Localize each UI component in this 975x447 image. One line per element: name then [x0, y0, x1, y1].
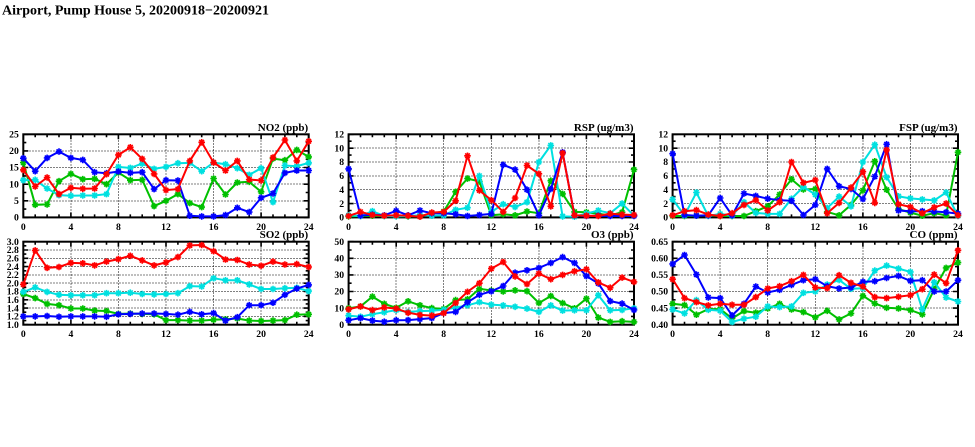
svg-text:8: 8 [441, 329, 446, 340]
svg-text:RSP (ug/m3): RSP (ug/m3) [574, 122, 634, 134]
svg-text:0: 0 [14, 213, 19, 224]
svg-text:4: 4 [663, 185, 668, 196]
svg-text:6: 6 [339, 171, 344, 182]
svg-text:20: 20 [256, 222, 266, 233]
svg-text:8: 8 [663, 157, 668, 168]
svg-text:20: 20 [9, 146, 19, 157]
svg-text:24: 24 [304, 222, 314, 233]
svg-text:Airport, Pump House 5, 2020091: Airport, Pump House 5, 20200918−20200921 [2, 4, 269, 19]
svg-text:40: 40 [334, 254, 344, 265]
svg-text:4: 4 [718, 222, 723, 233]
svg-text:0: 0 [670, 222, 675, 233]
svg-text:NO2 (ppb): NO2 (ppb) [258, 122, 309, 134]
svg-text:0: 0 [346, 329, 351, 340]
svg-text:0: 0 [346, 222, 351, 233]
svg-text:24: 24 [953, 222, 963, 233]
svg-text:16: 16 [209, 329, 219, 340]
svg-text:10: 10 [334, 303, 344, 314]
svg-text:4: 4 [718, 329, 723, 340]
svg-text:0: 0 [663, 213, 668, 224]
svg-text:2.2: 2.2 [7, 270, 19, 281]
svg-text:15: 15 [9, 163, 19, 174]
svg-text:2.6: 2.6 [7, 254, 19, 265]
svg-text:0.40: 0.40 [651, 320, 668, 331]
svg-text:2.0: 2.0 [7, 278, 19, 289]
svg-text:2: 2 [339, 199, 344, 210]
svg-text:0: 0 [339, 213, 344, 224]
svg-text:0.50: 0.50 [651, 287, 668, 298]
svg-text:16: 16 [858, 329, 868, 340]
svg-text:12: 12 [810, 329, 820, 340]
svg-text:10: 10 [9, 179, 19, 190]
svg-text:12: 12 [334, 130, 344, 141]
svg-text:8: 8 [116, 329, 121, 340]
svg-text:CO (ppm): CO (ppm) [910, 229, 958, 241]
svg-text:50: 50 [334, 237, 344, 248]
svg-text:1.8: 1.8 [7, 287, 19, 298]
svg-text:12: 12 [658, 130, 668, 141]
svg-text:8: 8 [339, 157, 344, 168]
svg-text:1.4: 1.4 [7, 303, 19, 314]
svg-text:4: 4 [394, 222, 399, 233]
svg-text:24: 24 [629, 222, 639, 233]
svg-text:0.65: 0.65 [651, 237, 668, 248]
svg-text:30: 30 [334, 270, 344, 281]
svg-text:12: 12 [810, 222, 820, 233]
svg-text:4: 4 [68, 329, 73, 340]
svg-text:20: 20 [334, 287, 344, 298]
svg-text:20: 20 [906, 329, 916, 340]
svg-text:10: 10 [334, 143, 344, 154]
svg-text:24: 24 [629, 329, 639, 340]
svg-text:20: 20 [582, 329, 592, 340]
svg-text:2.8: 2.8 [7, 245, 19, 256]
svg-text:0: 0 [670, 329, 675, 340]
svg-text:16: 16 [858, 222, 868, 233]
svg-text:1.0: 1.0 [7, 320, 19, 331]
svg-text:4: 4 [68, 222, 73, 233]
svg-text:1.6: 1.6 [7, 295, 19, 306]
svg-text:20: 20 [256, 329, 266, 340]
svg-text:0: 0 [339, 320, 344, 331]
svg-text:8: 8 [116, 222, 121, 233]
svg-text:8: 8 [765, 329, 770, 340]
svg-text:O3 (ppb): O3 (ppb) [591, 229, 634, 241]
svg-text:FSP (ug/m3): FSP (ug/m3) [899, 122, 958, 134]
svg-text:12: 12 [486, 329, 496, 340]
svg-text:0: 0 [21, 222, 26, 233]
svg-text:10: 10 [658, 143, 668, 154]
svg-text:20: 20 [582, 222, 592, 233]
svg-text:4: 4 [394, 329, 399, 340]
svg-text:24: 24 [953, 329, 963, 340]
svg-text:0.55: 0.55 [651, 270, 668, 281]
svg-text:0: 0 [21, 329, 26, 340]
svg-text:12: 12 [486, 222, 496, 233]
svg-text:16: 16 [534, 222, 544, 233]
svg-text:3.0: 3.0 [7, 237, 19, 248]
svg-text:25: 25 [9, 130, 19, 141]
svg-text:SO2 (ppb): SO2 (ppb) [260, 229, 309, 241]
svg-text:20: 20 [906, 222, 916, 233]
svg-text:2: 2 [663, 199, 668, 210]
svg-text:6: 6 [663, 171, 668, 182]
svg-text:16: 16 [534, 329, 544, 340]
svg-text:12: 12 [161, 222, 171, 233]
svg-text:2.4: 2.4 [7, 262, 19, 273]
svg-text:5: 5 [14, 196, 19, 207]
svg-text:16: 16 [209, 222, 219, 233]
svg-text:8: 8 [765, 222, 770, 233]
svg-text:0.45: 0.45 [651, 303, 668, 314]
svg-text:12: 12 [161, 329, 171, 340]
svg-text:0.60: 0.60 [651, 254, 668, 265]
svg-text:8: 8 [441, 222, 446, 233]
svg-text:4: 4 [339, 185, 344, 196]
svg-text:24: 24 [304, 329, 314, 340]
svg-text:1.2: 1.2 [7, 312, 19, 323]
